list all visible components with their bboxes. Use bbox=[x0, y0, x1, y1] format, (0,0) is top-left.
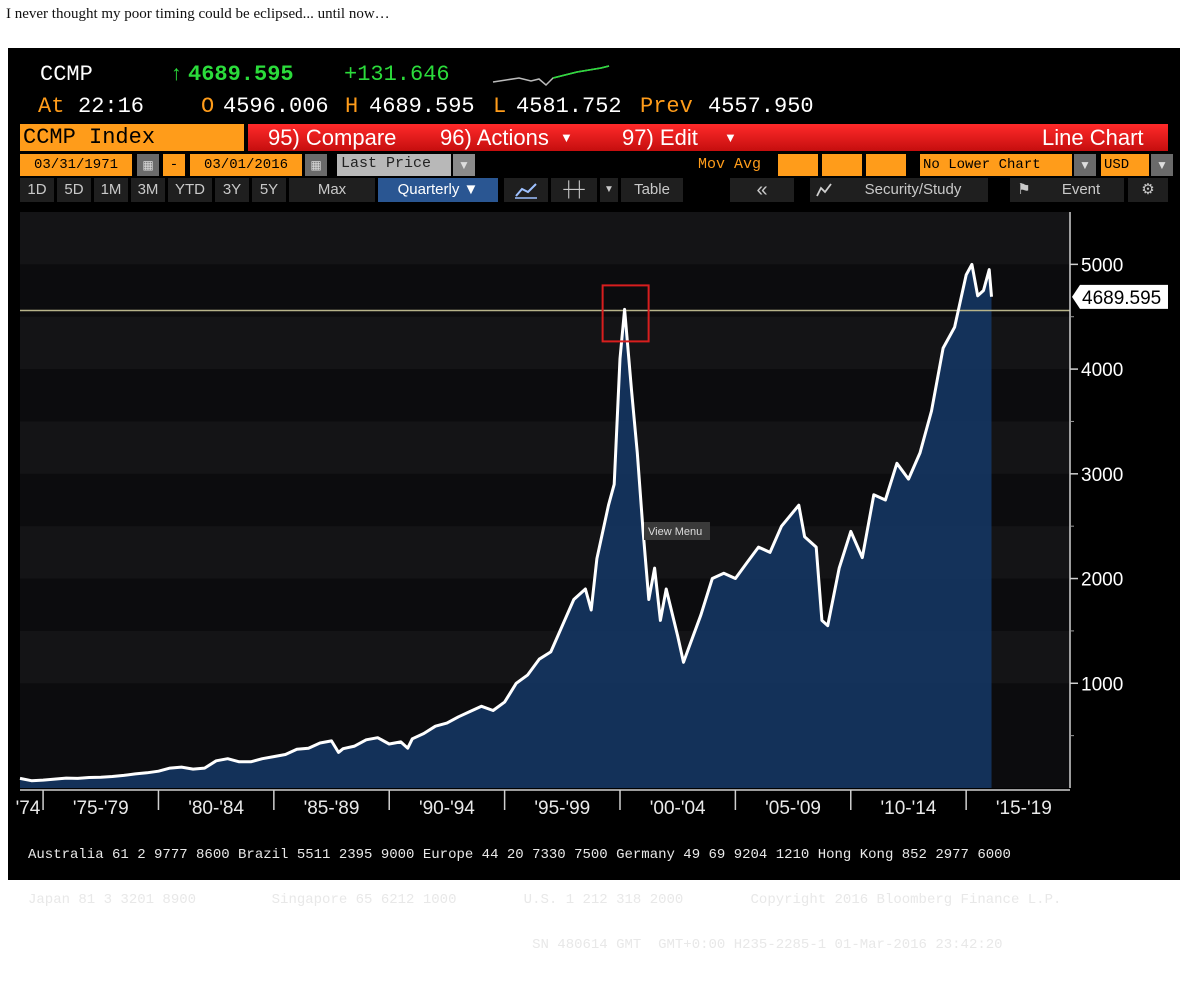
post-caption: I never thought my poor timing could be … bbox=[6, 6, 390, 22]
y-tick-label: 2000 bbox=[1081, 570, 1123, 591]
range-5y-button[interactable]: 5Y bbox=[252, 178, 286, 202]
range-1m-button[interactable]: 1M bbox=[94, 178, 128, 202]
x-period-label: '74 bbox=[16, 798, 41, 818]
price-field-select[interactable]: Last Price bbox=[337, 154, 451, 176]
x-period-label: '75-'79 bbox=[73, 798, 129, 818]
edit-dropdown-icon[interactable]: ▼ bbox=[724, 130, 737, 145]
event-button[interactable]: Event bbox=[1038, 178, 1124, 202]
range-1d-button[interactable]: 1D bbox=[20, 178, 54, 202]
chevron-down-icon[interactable]: ▼ bbox=[453, 154, 475, 176]
range-ytd-button[interactable]: YTD bbox=[168, 178, 212, 202]
price-change: +131.646 bbox=[344, 62, 450, 87]
last-price: 4689.595 bbox=[188, 62, 294, 87]
range-3y-button[interactable]: 3Y bbox=[215, 178, 249, 202]
chevron-down-icon[interactable]: ▼ bbox=[1151, 154, 1173, 176]
prev-label: Prev bbox=[640, 94, 693, 119]
open-label: O bbox=[201, 94, 215, 119]
mov-avg-label: Mov Avg bbox=[698, 156, 762, 173]
price-area bbox=[20, 264, 992, 788]
bloomberg-terminal: CCMP ↑ 4689.595 +131.646 At 22:16 O 4596… bbox=[8, 48, 1180, 953]
up-arrow-icon: ↑ bbox=[171, 62, 182, 85]
chevron-down-icon[interactable]: ▼ bbox=[600, 178, 618, 202]
price-chart[interactable]: View Menu 1000 2000 3000 4000 5000 4689.595 '74… bbox=[8, 48, 1180, 818]
mov-avg-field-2[interactable] bbox=[822, 154, 862, 176]
grid-band bbox=[20, 421, 1070, 474]
x-period-label: '10-'14 bbox=[881, 798, 937, 818]
y-tick-label: 4000 bbox=[1081, 360, 1123, 381]
y-tick-label: 3000 bbox=[1081, 465, 1123, 486]
grid-band bbox=[20, 316, 1070, 370]
date-separator: - bbox=[163, 154, 185, 176]
range-max-button[interactable]: Max bbox=[289, 178, 375, 202]
high-label: H bbox=[345, 94, 359, 119]
chart-type-label[interactable]: Line Chart bbox=[1042, 125, 1144, 150]
edit-button[interactable]: 97) Edit bbox=[622, 125, 698, 150]
current-value-label: 4689.595 bbox=[1082, 288, 1161, 309]
compare-button[interactable]: 95) Compare bbox=[268, 125, 397, 150]
x-period-label: '15-'19 bbox=[996, 798, 1052, 818]
price-line bbox=[19, 262, 993, 783]
line-chart-icon[interactable] bbox=[504, 178, 548, 202]
quote-time: 22:16 bbox=[78, 94, 145, 119]
x-period-label: '85-'89 bbox=[304, 798, 360, 818]
x-period-label: '05-'09 bbox=[765, 798, 821, 818]
x-period-label: '95-'99 bbox=[534, 798, 590, 818]
actions-dropdown-icon[interactable]: ▼ bbox=[560, 130, 573, 145]
low-label: L bbox=[493, 94, 507, 119]
view-menu-label: View Menu bbox=[648, 526, 702, 538]
range-toolbar: 1D 5D 1M 3M YTD 3Y 5Y Max Quarterly ▼ ┼┼… bbox=[20, 178, 1170, 202]
study-icon[interactable] bbox=[810, 178, 838, 202]
start-date-field[interactable]: 03/31/1971 bbox=[20, 154, 132, 176]
grid-band bbox=[20, 212, 1070, 265]
footer-line-2: Japan 81 3 3201 8900 Singapore 65 6212 1… bbox=[28, 892, 1062, 908]
y-tick-label: 5000 bbox=[1081, 255, 1123, 276]
footer-line-3: SN 480614 GMT GMT+0:00 H235-2285-1 01-Ma… bbox=[28, 937, 1003, 953]
calendar-icon[interactable]: ▦ bbox=[137, 154, 159, 176]
x-period-label: '80-'84 bbox=[188, 798, 244, 818]
menu-bar: 95) Compare 96) Actions ▼ 97) Edit ▼ Lin… bbox=[248, 124, 1168, 151]
range-3m-button[interactable]: 3M bbox=[131, 178, 165, 202]
sparkline-icon bbox=[492, 65, 610, 87]
high-value: 4689.595 bbox=[369, 94, 475, 119]
bar-chart-icon[interactable]: ┼┼ bbox=[551, 178, 597, 202]
collapse-button[interactable]: « bbox=[730, 178, 794, 202]
view-menu-tooltip bbox=[644, 522, 710, 540]
actions-button[interactable]: 96) Actions bbox=[440, 125, 549, 150]
gear-icon[interactable]: ⚙ bbox=[1128, 178, 1168, 202]
table-button[interactable]: Table bbox=[621, 178, 683, 202]
x-period-label: '00-'04 bbox=[650, 798, 706, 818]
footer-line-1: Australia 61 2 9777 8600 Brazil 5511 239… bbox=[28, 847, 1011, 863]
terminal-footer: Australia 61 2 9777 8600 Brazil 5511 239… bbox=[28, 818, 1061, 983]
ticker-symbol: CCMP bbox=[40, 62, 93, 87]
highlight-box bbox=[601, 284, 650, 343]
low-value: 4581.752 bbox=[516, 94, 622, 119]
lower-chart-select[interactable]: No Lower Chart bbox=[920, 154, 1072, 176]
calendar-icon[interactable]: ▦ bbox=[305, 154, 327, 176]
period-select[interactable]: Quarterly ▼ bbox=[378, 178, 498, 202]
current-value-badge bbox=[1072, 284, 1168, 309]
y-tick-label: 1000 bbox=[1081, 674, 1123, 695]
chevron-down-icon[interactable]: ▼ bbox=[1074, 154, 1096, 176]
currency-select[interactable]: USD bbox=[1101, 154, 1149, 176]
x-period-label: '90-'94 bbox=[419, 798, 475, 818]
index-label-button[interactable]: CCMP Index bbox=[20, 124, 244, 151]
mov-avg-field-3[interactable] bbox=[866, 154, 906, 176]
open-value: 4596.006 bbox=[223, 94, 329, 119]
range-5d-button[interactable]: 5D bbox=[57, 178, 91, 202]
flag-icon[interactable]: ⚑ bbox=[1010, 178, 1038, 202]
time-label: At bbox=[38, 94, 65, 119]
prev-value: 4557.950 bbox=[708, 94, 814, 119]
end-date-field[interactable]: 03/01/2016 bbox=[190, 154, 302, 176]
mov-avg-field-1[interactable] bbox=[778, 154, 818, 176]
security-study-button[interactable]: Security/Study bbox=[838, 178, 988, 202]
